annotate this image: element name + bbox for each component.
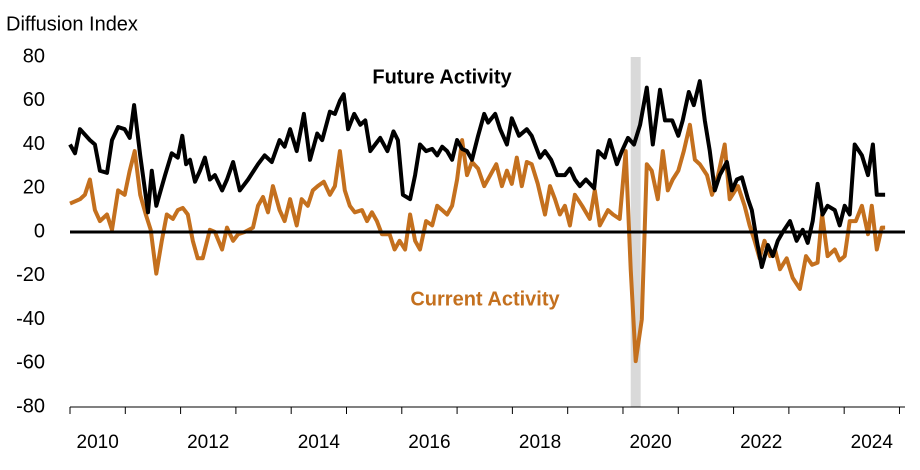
- y-tick-label: -20: [16, 264, 45, 286]
- y-tick-label: -40: [16, 308, 45, 330]
- x-tick-label: 2014: [298, 432, 341, 453]
- x-tick-label: 2016: [408, 432, 450, 453]
- y-tick-label: -80: [16, 395, 45, 417]
- y-tick-label: -60: [16, 352, 45, 374]
- y-tick-label: 80: [23, 45, 45, 67]
- x-tick-label: 2010: [77, 432, 119, 453]
- y-tick-label: 40: [23, 133, 45, 155]
- series-line: [69, 122, 886, 364]
- y-tick-label: 0: [34, 220, 45, 242]
- series-annotation: Current Activity: [410, 288, 560, 310]
- x-tick-label: 2012: [187, 432, 229, 453]
- series-annotation: Future Activity: [372, 66, 512, 88]
- series-line: [68, 79, 886, 269]
- x-tick-label: 2020: [629, 432, 671, 453]
- y-axis-label: Diffusion Index: [6, 13, 138, 35]
- x-tick-label: 2022: [740, 432, 782, 453]
- x-tick-label: 2018: [519, 432, 561, 453]
- x-tick-label: 2024: [851, 432, 894, 453]
- y-tick-label: 20: [23, 177, 45, 199]
- y-tick-label: 60: [23, 89, 45, 111]
